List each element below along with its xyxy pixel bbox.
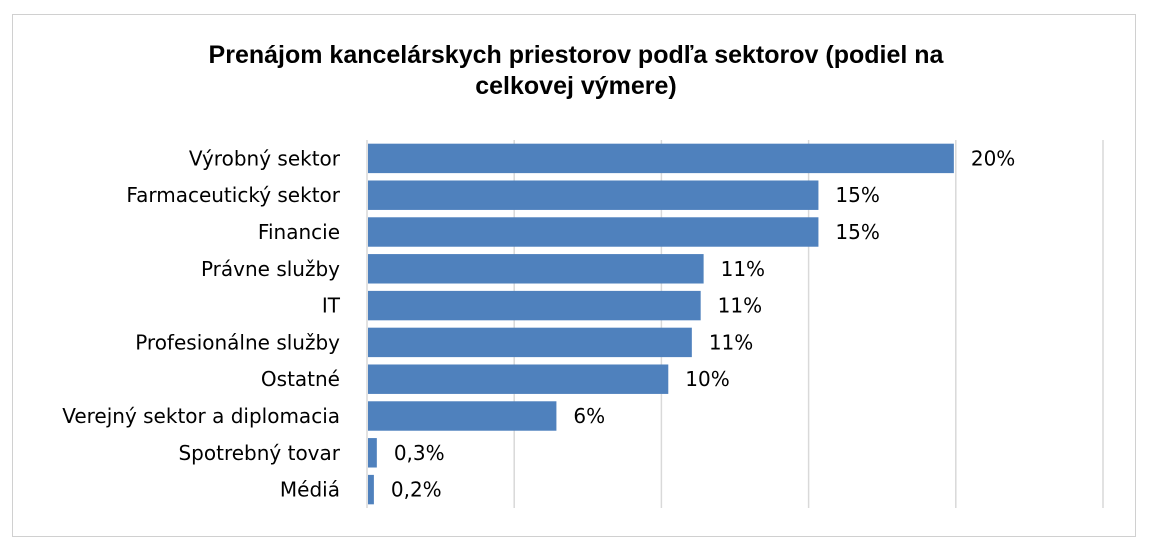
category-label: Spotrebný tovar bbox=[178, 441, 340, 465]
data-label: 10% bbox=[685, 367, 729, 391]
bar bbox=[368, 254, 704, 284]
bar bbox=[368, 401, 557, 431]
data-label: 11% bbox=[721, 257, 765, 281]
data-label: 6% bbox=[573, 404, 605, 428]
category-label: Profesionálne služby bbox=[135, 330, 340, 354]
data-label: 15% bbox=[835, 183, 879, 207]
bar bbox=[368, 143, 954, 174]
data-label: 11% bbox=[718, 294, 762, 318]
bars bbox=[368, 143, 954, 505]
data-label: 15% bbox=[835, 220, 879, 244]
bar bbox=[368, 180, 819, 210]
category-label: Výrobný sektor bbox=[189, 146, 341, 170]
category-label: Médiá bbox=[280, 478, 340, 502]
category-label: IT bbox=[322, 294, 341, 318]
category-label: Právne služby bbox=[201, 257, 340, 281]
data-label: 0,2% bbox=[391, 478, 442, 502]
bar bbox=[368, 217, 819, 247]
bar bbox=[368, 474, 374, 505]
category-label: Verejný sektor a diplomacia bbox=[62, 404, 340, 428]
category-label: Financie bbox=[258, 220, 340, 244]
bar bbox=[368, 327, 692, 358]
bar bbox=[368, 438, 377, 468]
data-label: 0,3% bbox=[394, 441, 445, 465]
category-label: Ostatné bbox=[261, 367, 340, 391]
bar bbox=[368, 364, 669, 394]
chart-title: Prenájom kancelárskych priestorov podľa … bbox=[208, 41, 944, 100]
labels: Výrobný sektor 20% Farmaceutický sektor 15%… bbox=[62, 146, 1015, 501]
data-label: 20% bbox=[971, 146, 1015, 170]
bar bbox=[368, 290, 701, 321]
category-label: Farmaceutický sektor bbox=[126, 183, 340, 207]
data-label: 11% bbox=[709, 330, 753, 354]
